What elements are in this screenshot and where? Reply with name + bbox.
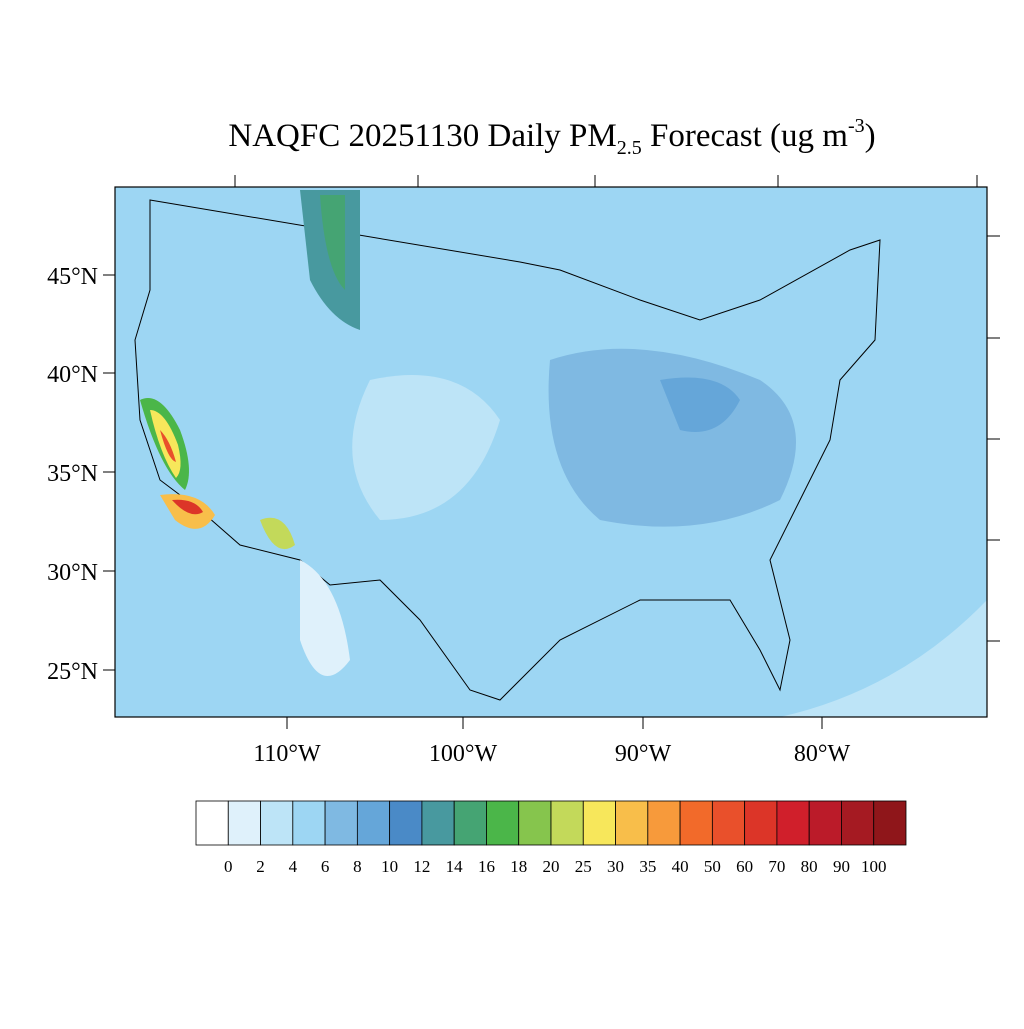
- colorbar-box: [615, 800, 649, 846]
- lat-label: 25°N: [47, 659, 98, 685]
- lat-label: 30°N: [47, 560, 98, 586]
- colorbar-label: 40: [672, 857, 689, 876]
- colorbar-box: [841, 800, 875, 846]
- hotspot-phoenix: [260, 517, 295, 550]
- colorbar-label: 30: [607, 857, 624, 876]
- colorbar-label: 8: [353, 857, 362, 876]
- colorbar-box: [195, 800, 229, 846]
- colorbar-label: 14: [446, 857, 464, 876]
- title-superscript: -3: [848, 115, 865, 137]
- region-2: [300, 560, 350, 676]
- lon-label: 110°W: [253, 741, 321, 767]
- colorbar-box: [227, 800, 261, 846]
- hotspot-la-core: [172, 499, 203, 515]
- map-frame: [114, 186, 988, 718]
- colorbar-label: 6: [321, 857, 330, 876]
- colorbar-box: [486, 800, 520, 846]
- title: NAQFC 20251130 Daily PM2.5 Forecast (ug …: [228, 115, 875, 159]
- colorbar-box: [421, 800, 455, 846]
- colorbar-label: 80: [801, 857, 818, 876]
- colorbar-label: 16: [478, 857, 495, 876]
- hotspot-red: [160, 430, 176, 462]
- colorbar-label: 70: [768, 857, 785, 876]
- colorbar-box: [582, 800, 616, 846]
- title-after: Forecast (ug m: [642, 118, 849, 154]
- lat-label: 45°N: [47, 264, 98, 290]
- colorbar-box: [776, 800, 810, 846]
- colorbar-label: 20: [543, 857, 560, 876]
- region-10: [660, 377, 740, 432]
- colorbar-box: [711, 800, 746, 846]
- title-subscript: 2.5: [617, 137, 642, 159]
- lon-label: 80°W: [794, 741, 851, 767]
- region-14: [320, 195, 345, 290]
- colorbar-label: 35: [639, 857, 656, 876]
- colorbar-label: 2: [256, 857, 265, 876]
- colorbar-box: [808, 800, 842, 846]
- region-4: [352, 375, 500, 520]
- colorbar-box: [260, 800, 294, 846]
- colorbar-box: [550, 800, 584, 846]
- colorbar-box: [356, 800, 391, 846]
- colorbar-box: [873, 800, 907, 846]
- colorbar-box: [389, 800, 423, 846]
- title-main: NAQFC 20251130 Daily PM: [228, 118, 616, 154]
- colorbar-box: [679, 800, 713, 846]
- frame-ticks: [103, 175, 1000, 729]
- lat-label: 40°N: [47, 362, 98, 388]
- lon-label: 90°W: [615, 741, 672, 767]
- colorbar-label: 12: [413, 857, 430, 876]
- colorbar-label: 100: [861, 857, 887, 876]
- colorbar-label: 60: [736, 857, 753, 876]
- colorbar-label: 90: [833, 857, 850, 876]
- map: [103, 175, 1000, 729]
- colorbar-label: 50: [704, 857, 721, 876]
- colorbar-box: [292, 800, 326, 846]
- colorbar-box: [518, 800, 552, 846]
- colorbar-box: [647, 800, 681, 846]
- lon-label: 100°W: [429, 741, 498, 767]
- colorbar-label: 18: [510, 857, 527, 876]
- colorbar-box: [744, 800, 778, 846]
- colorbar-box: [324, 800, 358, 846]
- colorbar-label: 10: [381, 857, 398, 876]
- colorbar-label: 0: [224, 857, 233, 876]
- axis-labels: 45°N 40°N 35°N 30°N 25°N 110°W 100°W 90°W 80°W: [47, 264, 850, 767]
- lat-label: 35°N: [47, 461, 98, 487]
- colorbar-label: 4: [289, 857, 298, 876]
- colorbar-box: [453, 800, 487, 846]
- colorbar-label: 25: [575, 857, 592, 876]
- title-close: ): [865, 118, 876, 154]
- colorbar: 0 2 4 6 8 10 12 14 16 18 20 25 30 35 40 50 60 70 80 90 100: [195, 800, 907, 876]
